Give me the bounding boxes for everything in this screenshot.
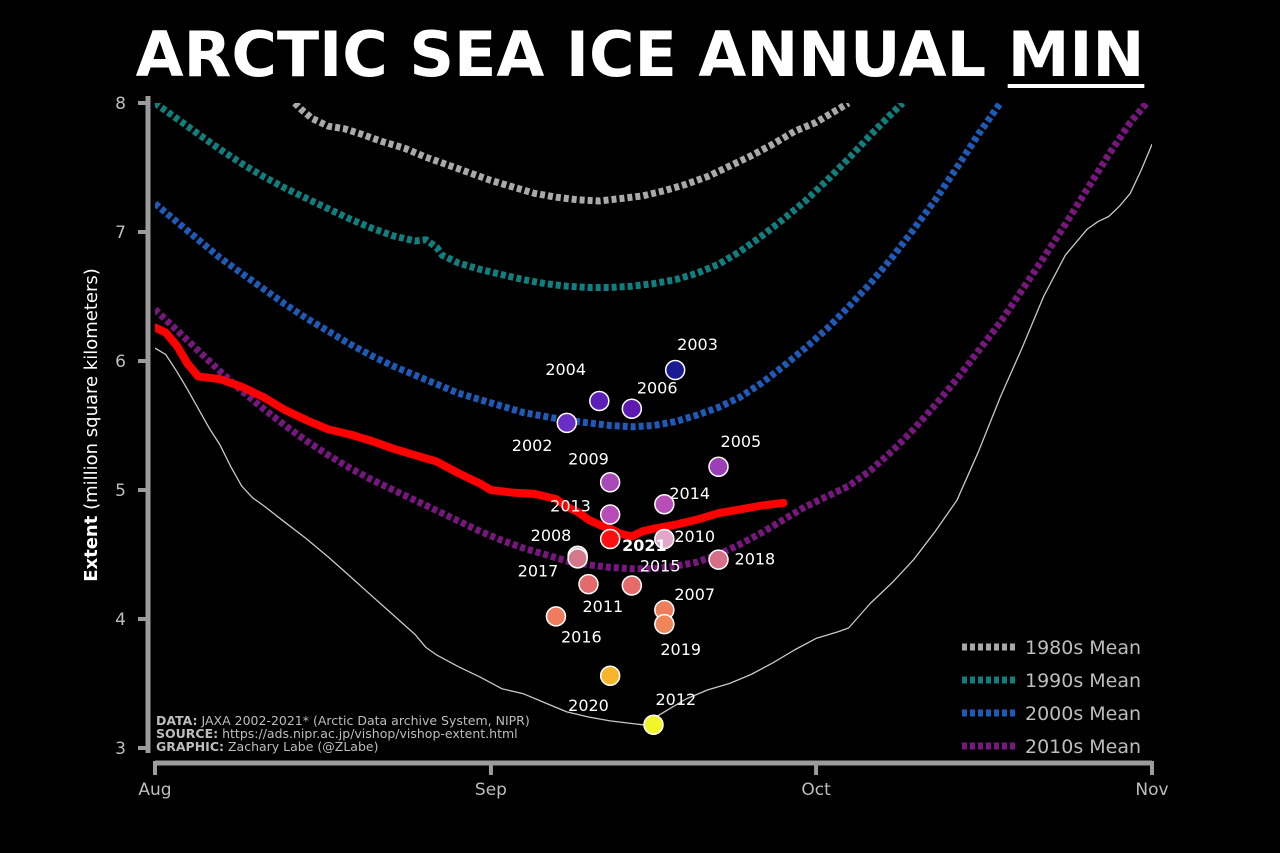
minimum-points [545, 359, 729, 736]
min-label-2003: 2003 [677, 335, 718, 354]
min-point-2012 [643, 714, 664, 736]
y-axis-title-bold: Extent [81, 515, 102, 582]
legend-label-1: 1990s Mean [1025, 670, 1141, 692]
y-axis-title-rest: (million square kilometers) [81, 268, 102, 515]
min-label-2014: 2014 [669, 484, 710, 503]
min-label-2007: 2007 [674, 585, 715, 604]
axes: 3 4 5 6 7 8 Aug Sep Oct Nov Extent (million square… [81, 94, 1169, 800]
source-note-1: SOURCE: https://ads.nipr.ac.jp/vishop/vi… [156, 726, 518, 741]
min-point-2013 [599, 504, 621, 525]
min-point-2017 [567, 548, 588, 569]
min-label-2018: 2018 [735, 550, 776, 569]
min-point-2005 [708, 456, 729, 478]
x-tick-label: Nov [1135, 780, 1168, 800]
series-2010s-mean [155, 103, 1150, 573]
chart-title: ARCTIC SEA ICE ANNUAL MIN [0, 18, 1280, 91]
legend-label-0: 1980s Mean [1025, 637, 1141, 659]
min-label-2020: 2020 [568, 696, 609, 715]
min-point-2019 [654, 613, 675, 635]
min-point-2003 [664, 359, 686, 381]
y-tick-label: 3 [115, 739, 126, 759]
min-label-2008: 2008 [531, 526, 572, 545]
min-label-2005: 2005 [721, 432, 762, 451]
source-note-key: SOURCE: [156, 726, 218, 741]
min-label-2017: 2017 [518, 561, 559, 580]
min-label-2021: 2021 [622, 536, 667, 555]
min-label-2006: 2006 [637, 379, 678, 398]
source-note-key: DATA: [156, 713, 198, 728]
y-axis-title: Extent (million square kilometers) [81, 268, 102, 582]
legend: 1980s Mean 1990s Mean 2000s Mean 2010s Mean [962, 637, 1141, 758]
min-label-2009: 2009 [568, 449, 609, 468]
source-note-value: Zachary Labe (@ZLabe) [224, 739, 378, 754]
min-point-2020 [599, 665, 621, 687]
min-point-2004 [589, 390, 610, 412]
min-point-2010 [654, 528, 675, 550]
series-2021 [155, 323, 788, 541]
series-2012 [155, 144, 1152, 726]
source-notes: DATA: JAXA 2002-2021* (Arctic Data archi… [156, 713, 530, 754]
y-tick-label: 5 [115, 481, 126, 501]
min-label-2002: 2002 [512, 436, 553, 455]
source-note-2: GRAPHIC: Zachary Labe (@ZLabe) [156, 739, 378, 754]
legend-label-3: 2010s Mean [1025, 736, 1141, 758]
min-label-2019: 2019 [660, 640, 701, 659]
source-note-value: JAXA 2002-2021* (Arctic Data archive Sys… [198, 713, 530, 728]
source-note-value: https://ads.nipr.ac.jp/vishop/vishop-ext… [218, 726, 518, 741]
point-labels: 2002 2003 2004 2005 2006 2007 2008 2009 2010 2011… [512, 335, 775, 715]
min-point-2011 [578, 573, 599, 595]
source-note-key: GRAPHIC: [156, 739, 224, 754]
legend-label-2: 2000s Mean [1025, 703, 1141, 725]
chart-title-emph: MIN [1007, 18, 1145, 91]
min-label-2015: 2015 [640, 556, 681, 575]
min-label-2010: 2010 [674, 527, 715, 546]
series-1990s-mean [155, 103, 906, 291]
min-point-2006 [621, 398, 643, 419]
series-1980s-mean [292, 103, 851, 205]
min-point-2016 [545, 606, 567, 627]
min-point-2021 [599, 528, 621, 550]
min-point-2018 [708, 549, 729, 570]
min-point-2002 [556, 412, 578, 434]
y-tick-label: 7 [115, 223, 126, 243]
y-tick-label: 8 [115, 94, 126, 114]
x-tick-label: Aug [138, 780, 171, 800]
chart-title-main: ARCTIC SEA ICE ANNUAL [135, 18, 1008, 91]
min-label-2016: 2016 [561, 627, 602, 646]
min-label-2004: 2004 [545, 360, 586, 379]
min-label-2011: 2011 [582, 597, 623, 616]
min-label-2013: 2013 [550, 497, 591, 516]
series-2000s-mean [155, 103, 1004, 431]
y-tick-label: 4 [115, 610, 126, 630]
y-tick-label: 6 [115, 352, 126, 372]
source-note-0: DATA: JAXA 2002-2021* (Arctic Data archi… [156, 713, 530, 728]
x-tick-label: Oct [801, 780, 831, 800]
series-lines [155, 103, 1152, 726]
min-point-2015 [621, 575, 643, 596]
min-label-2012: 2012 [656, 690, 697, 709]
min-point-2014 [654, 493, 675, 515]
x-tick-label: Sep [475, 780, 507, 800]
min-point-2009 [599, 472, 621, 493]
